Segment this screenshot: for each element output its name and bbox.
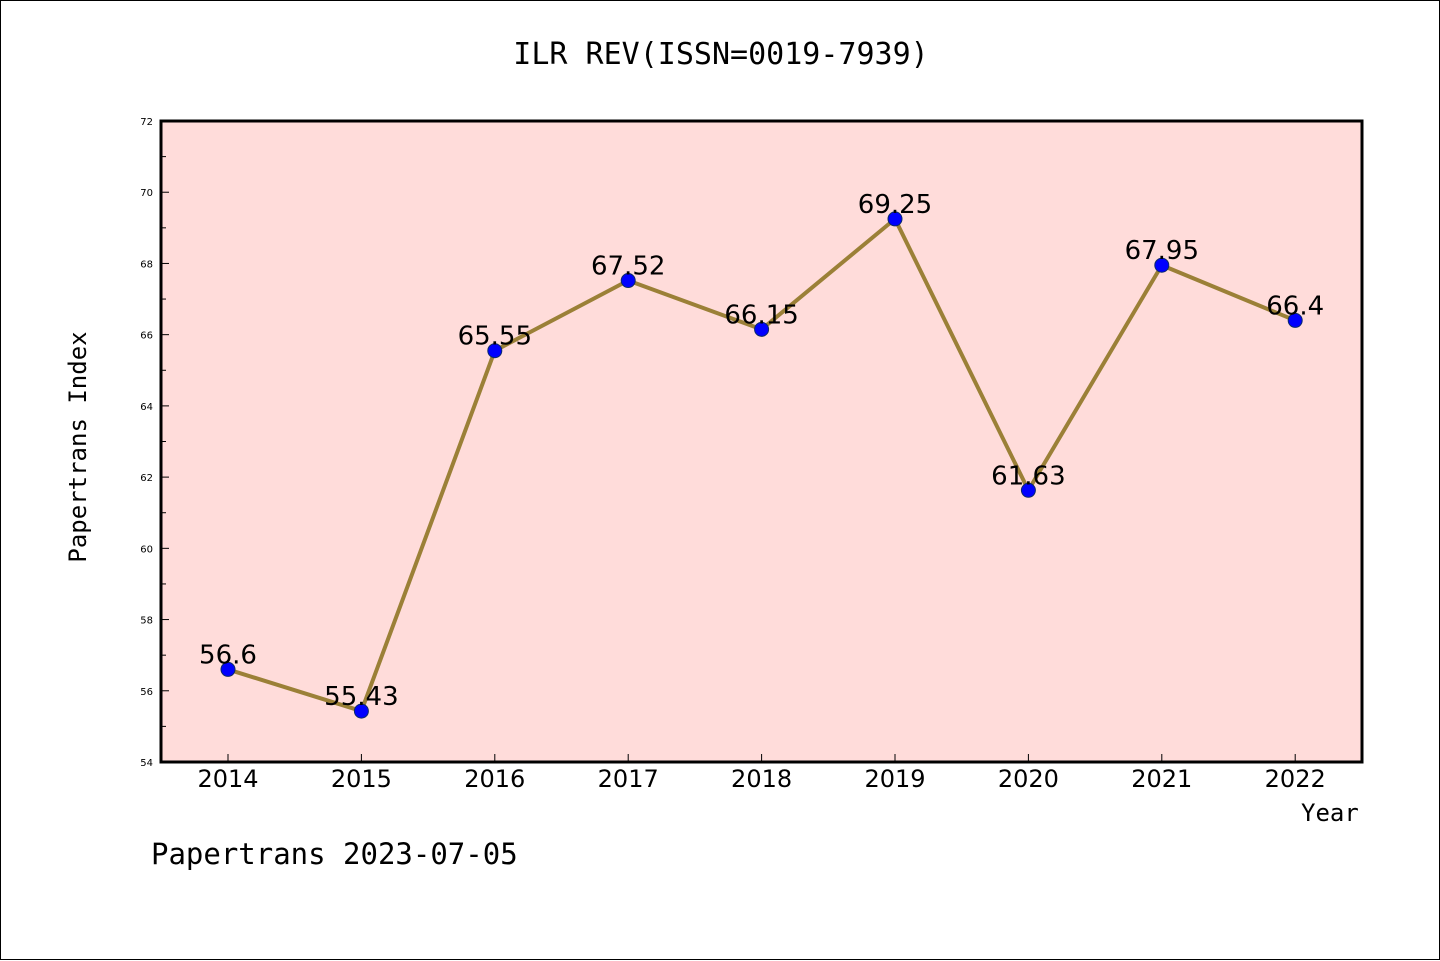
x-tick-label: 2022 — [1265, 765, 1326, 793]
x-tick-label: 2019 — [864, 765, 925, 793]
chart-title: ILR REV(ISSN=0019-7939) — [513, 37, 929, 72]
data-label: 55.43 — [324, 682, 398, 712]
data-point — [1287, 312, 1303, 328]
x-tick-label: 2015 — [331, 765, 392, 793]
data-labels: 56.6 55.43 65.55 67.52 66.15 69.25 61.63 67.95 6… — [199, 190, 1324, 712]
y-tick-label: 64 — [140, 402, 153, 413]
data-point — [620, 273, 636, 289]
y-tick-label: 72 — [140, 117, 153, 128]
data-label: 61.63 — [991, 461, 1065, 491]
x-tick-label: 2014 — [197, 765, 258, 793]
x-tick-label: 2017 — [598, 765, 659, 793]
data-label: 65.55 — [458, 322, 532, 352]
data-point — [754, 321, 770, 337]
data-point — [1020, 482, 1036, 498]
data-point — [887, 211, 903, 227]
data-point — [487, 343, 503, 359]
x-tick-label: 2018 — [731, 765, 792, 793]
y-tick-label: 66 — [140, 331, 153, 342]
data-label: 67.95 — [1125, 236, 1199, 266]
x-axis-ticks: 2014 2015 2016 2017 2018 2019 2020 2021 2022 — [197, 754, 1326, 793]
y-tick-label: 62 — [140, 473, 153, 484]
x-tick-label: 2016 — [464, 765, 525, 793]
data-point — [1154, 257, 1170, 273]
plot-frame — [159, 119, 1364, 764]
y-tick-label: 70 — [140, 188, 153, 199]
data-label: 66.4 — [1266, 291, 1324, 321]
data-label: 67.52 — [591, 252, 665, 282]
data-label: 69.25 — [858, 190, 932, 220]
x-axis-label: Year — [1301, 799, 1359, 827]
data-label: 56.6 — [199, 640, 257, 670]
x-tick-label: 2021 — [1131, 765, 1192, 793]
y-tick-label: 54 — [140, 758, 153, 769]
data-markers — [220, 211, 1303, 719]
y-tick-label: 56 — [140, 687, 153, 698]
data-label: 66.15 — [724, 300, 798, 330]
plot-area — [161, 121, 1362, 762]
data-point — [220, 661, 236, 677]
x-tick-label: 2020 — [998, 765, 1059, 793]
footer-stamp: Papertrans 2023-07-05 — [151, 837, 518, 871]
data-point — [353, 703, 369, 719]
y-tick-label: 68 — [140, 259, 153, 270]
y-tick-label: 58 — [140, 616, 153, 627]
y-tick-label: 60 — [140, 544, 153, 555]
